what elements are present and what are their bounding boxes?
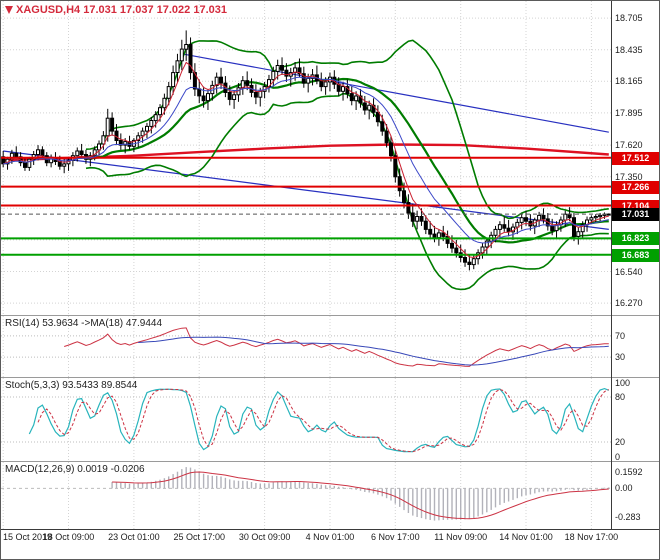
stoch-title: Stoch(5,3,3) 93.5433 89.8544 — [5, 380, 138, 391]
time-scale-label: 6 Nov 17:00 — [371, 532, 420, 542]
price-scale-label: 17.350 — [615, 172, 643, 182]
indicator-scale-label: 0.00 — [615, 483, 633, 494]
symbol-marker-icon — [5, 6, 13, 14]
stoch-plot — [1, 378, 611, 461]
indicator-scale-label: 0.1592 — [615, 467, 643, 478]
indicator-scale-label: 20 — [615, 437, 626, 447]
indicator-scale-label: 0 — [615, 452, 621, 462]
chart-ohlc-title: XAGUSD,H4 17.031 17.037 17.022 17.031 — [16, 4, 227, 16]
time-scale-label: 23 Oct 01:00 — [108, 532, 160, 542]
time-scale-label: 4 Nov 01:00 — [305, 532, 355, 542]
indicator-scale-label: 30 — [615, 352, 626, 363]
price-line-badge: 16.683 — [612, 249, 659, 262]
time-scale-label: 30 Oct 09:00 — [238, 532, 291, 542]
price-scale-label: 16.540 — [615, 267, 643, 277]
time-scale-label: 18 Oct 09:00 — [42, 532, 95, 542]
price-scale-label: 17.895 — [615, 108, 643, 118]
price-line-badge: 17.512 — [612, 152, 659, 165]
rsi-title: RSI(14) 53.9634 ->MA(18) 47.9444 — [5, 318, 163, 329]
panel-separator — [1, 461, 659, 462]
time-axis-border — [1, 529, 659, 530]
rsi-plot — [1, 316, 611, 377]
time-scale-label: 18 Nov 17:00 — [564, 532, 619, 542]
price-scale-label: 17.620 — [615, 140, 643, 150]
price-scale-label: 18.705 — [615, 13, 643, 23]
macd-plot — [1, 462, 611, 529]
price-axis-border — [611, 1, 612, 529]
time-scale-label: 15 Oct 2019 — [3, 532, 53, 542]
rsi-panel[interactable] — [1, 316, 611, 377]
current-price-badge: 17.031 — [612, 208, 659, 221]
indicator-scale-label: 80 — [615, 392, 626, 402]
time-scale[interactable]: 15 Oct 2019 18 Oct 09:00 23 Oct 01:00 25 Oc… — [1, 530, 659, 546]
candlestick-plot — [1, 1, 611, 315]
panel-separator — [1, 315, 659, 316]
macd-title: MACD(12,26,9) 0.0019 -0.0206 — [5, 464, 145, 475]
indicator-scale-label: 70 — [615, 330, 626, 341]
panel-separator — [1, 377, 659, 378]
price-scale-label: 18.165 — [615, 76, 643, 86]
stoch-panel[interactable] — [1, 378, 611, 461]
price-line-badge: 17.266 — [612, 181, 659, 194]
main-chart-panel[interactable] — [1, 1, 611, 315]
price-scale-label: 18.435 — [615, 45, 643, 55]
time-scale-label: 11 Nov 09:00 — [434, 532, 488, 542]
price-scale-label: 16.270 — [615, 298, 643, 308]
time-scale-label: 14 Nov 01:00 — [499, 532, 553, 542]
indicator-scale-label: -0.283 — [615, 512, 641, 523]
macd-panel[interactable] — [1, 462, 611, 529]
price-line-badge: 16.823 — [612, 232, 659, 245]
indicator-scale-label: 100 — [615, 378, 631, 388]
time-scale-label: 25 Oct 17:00 — [173, 532, 226, 542]
